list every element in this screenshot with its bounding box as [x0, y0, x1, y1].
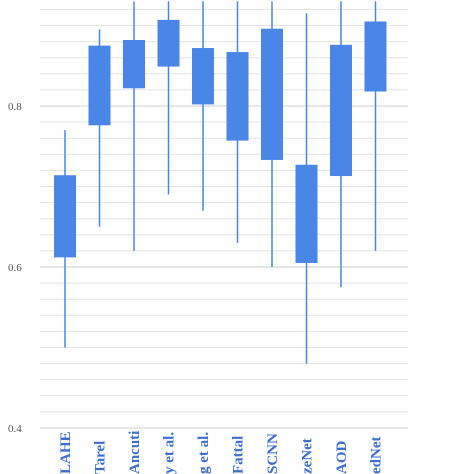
- box-8: [330, 1, 352, 288]
- box-body: [123, 39, 145, 89]
- box-3: [157, 1, 180, 195]
- y-tick-label: 0.6: [8, 262, 22, 274]
- boxes-layer: [54, 1, 387, 364]
- box-body: [54, 175, 76, 258]
- box-body: [261, 28, 283, 160]
- category-label: y et al.: [162, 432, 178, 474]
- box-5: [226, 1, 249, 243]
- category-label: SCNN: [265, 433, 281, 474]
- category-label: Tarel: [93, 441, 109, 474]
- box-body: [88, 45, 111, 126]
- y-tick-label: 0.8: [8, 101, 22, 113]
- box-1: [88, 29, 111, 227]
- box-body: [364, 21, 387, 92]
- category-label: zeNet: [300, 438, 316, 474]
- box-7: [295, 13, 318, 364]
- box-body: [226, 52, 249, 141]
- category-label: g et al.: [196, 432, 212, 474]
- category-label: AOD: [334, 441, 350, 474]
- box-body: [157, 19, 180, 67]
- y-tick-label: 0.4: [8, 423, 22, 435]
- category-label: LAHE: [58, 431, 74, 474]
- box-4: [192, 1, 214, 211]
- category-label: Fattal: [231, 436, 247, 474]
- category-label: edNet: [369, 437, 385, 474]
- box-body: [330, 44, 352, 177]
- category-label: Ancuti: [127, 431, 143, 474]
- box-body: [192, 48, 214, 105]
- box-6: [261, 1, 283, 267]
- x-axis: LAHE Tarel Ancuti y et al. g et al. Fattal SCN…: [58, 431, 385, 474]
- y-axis: 0.4 0.6 0.8: [8, 101, 22, 435]
- box-9: [364, 1, 387, 251]
- box-body: [295, 164, 318, 263]
- box-2: [123, 1, 145, 251]
- box-0: [54, 130, 76, 348]
